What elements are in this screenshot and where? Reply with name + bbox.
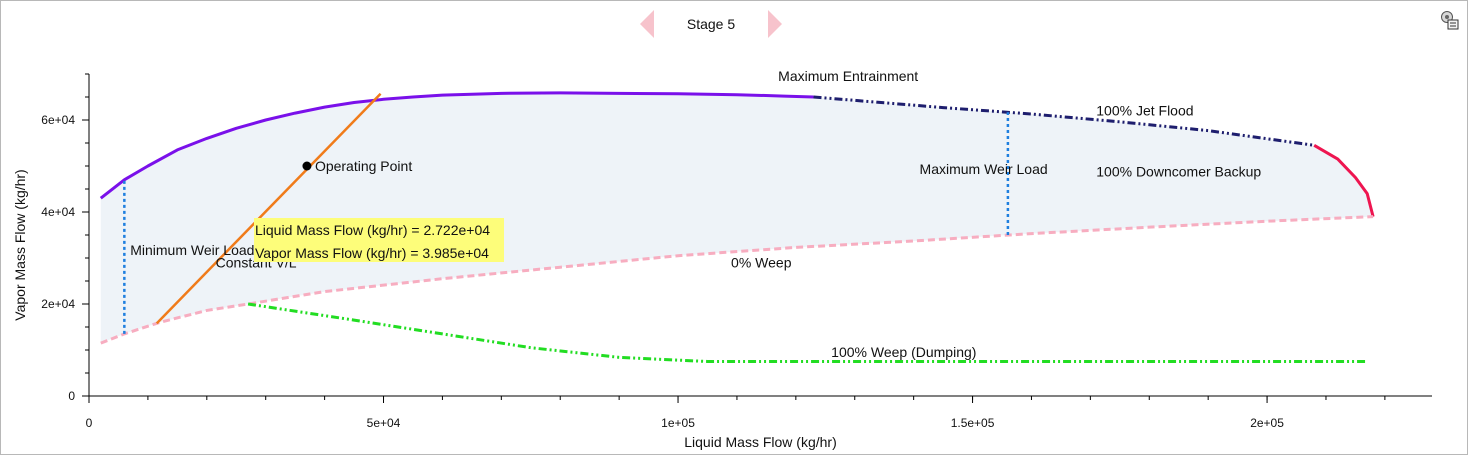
max-entrainment-label: Maximum Entrainment [778, 68, 918, 84]
operating-point-label: Operating Point [315, 158, 412, 174]
feasible-region [100, 92, 1374, 344]
tooltip-vapor-flow: Vapor Mass Flow (kg/hr) = 3.985e+04 [255, 245, 489, 261]
chart-settings-icon[interactable] [1440, 10, 1460, 30]
y-tick-label: 0 [68, 389, 75, 403]
series-constant-v-l [155, 92, 382, 325]
y-tick-label: 6e+04 [41, 113, 75, 127]
jet-flood-label: 100% Jet Flood [1096, 102, 1193, 118]
max-weir-load-label: Maximum Weir Load [920, 161, 1048, 177]
zero-weep-label: 0% Weep [731, 255, 792, 271]
x-tick-label: 5e+04 [367, 416, 401, 430]
downcomer-backup-label: 100% Downcomer Backup [1096, 164, 1261, 180]
x-tick-label: 1e+05 [661, 416, 695, 430]
tooltip-liquid-flow: Liquid Mass Flow (kg/hr) = 2.722e+04 [255, 222, 490, 238]
y-axis-title: Vapor Mass Flow (kg/hr) [12, 169, 28, 320]
x-tick-label: 0 [86, 416, 93, 430]
stage-title: Stage 5 [686, 16, 736, 32]
stage-navigator: Stage 5 [640, 10, 782, 38]
dumping-label: 100% Weep (Dumping) [831, 344, 976, 360]
chevron-left-icon[interactable] [640, 10, 654, 38]
tooltip-background [254, 218, 504, 262]
series-100-weep-dumping [247, 302, 1368, 363]
min-weir-load-label: Minimum Weir Load [130, 242, 254, 258]
series-maximum-entrainment [99, 91, 814, 200]
chevron-right-icon[interactable] [768, 10, 782, 38]
y-tick-label: 2e+04 [41, 297, 75, 311]
series-100-jet-flood [813, 95, 1315, 147]
y-tick-label: 4e+04 [41, 205, 75, 219]
x-tick-label: 1.5e+05 [951, 416, 995, 430]
hover-tooltip: Liquid Mass Flow (kg/hr) = 2.722e+04 Vapo… [254, 218, 504, 262]
x-axis-title: Liquid Mass Flow (kg/hr) [684, 434, 837, 450]
x-tick-label: 2e+05 [1250, 416, 1284, 430]
operating-point-marker [302, 161, 312, 171]
series-0-weep [100, 215, 1374, 345]
series-100-downcomer-backup [1313, 144, 1375, 217]
